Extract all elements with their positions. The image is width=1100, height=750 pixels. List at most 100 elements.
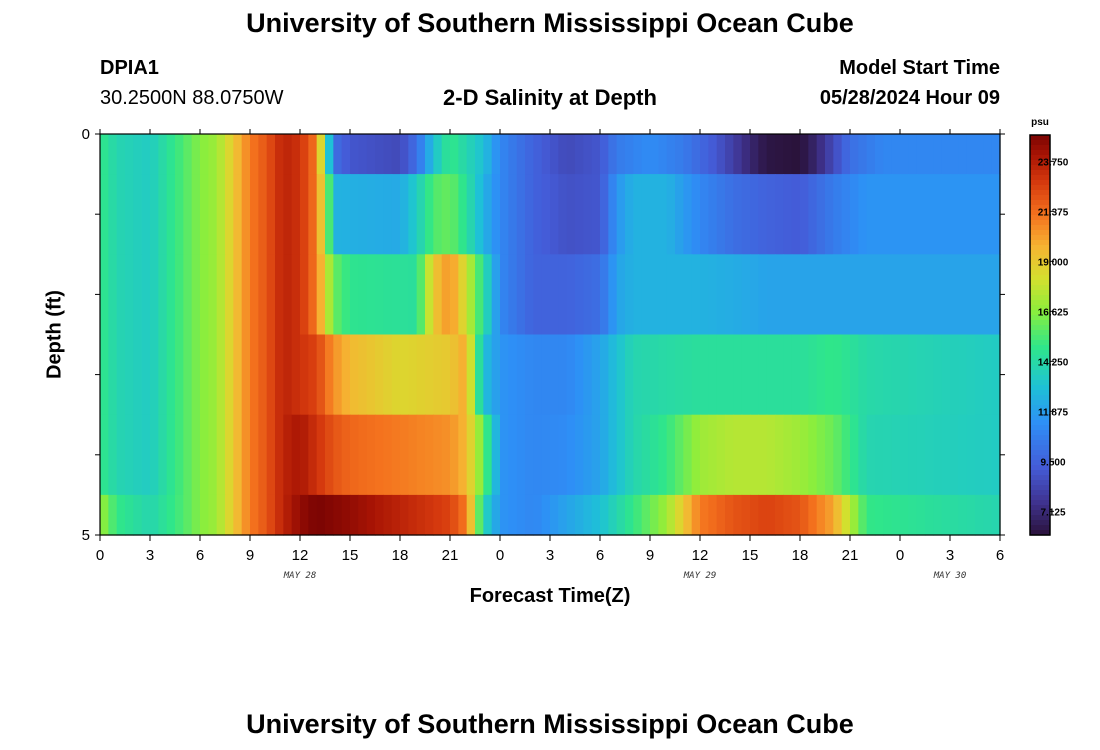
heatmap-cell [408, 414, 418, 496]
heatmap-cell [225, 414, 234, 496]
heatmap-cell [100, 174, 109, 255]
heatmap-cell [366, 334, 376, 416]
heatmap-cell [550, 334, 559, 416]
heatmap-cell [108, 174, 118, 255]
heatmap-cell [375, 414, 384, 496]
heatmap-cell [166, 174, 176, 255]
heatmap-cell [816, 174, 826, 255]
x-tick-label: 12 [292, 547, 309, 564]
heatmap-cell [800, 174, 809, 255]
heatmap-cell [100, 334, 109, 416]
heatmap-cell [500, 494, 509, 536]
heatmap-cell [591, 334, 601, 416]
heatmap-cell [408, 334, 418, 416]
heatmap-cell [950, 334, 959, 416]
heatmap-cell [933, 414, 943, 496]
colorbar: psu 23.750 21.375 19.000 16.625 14.250 11.875 9… [1029, 117, 1069, 536]
heatmap-cell [400, 494, 409, 536]
heatmap-cell [975, 494, 984, 536]
colorbar-cell [1030, 530, 1050, 536]
heatmap-cell [716, 414, 726, 496]
heatmap-cell [766, 134, 776, 175]
colorbar-cell [1030, 335, 1050, 341]
heatmap-cell [508, 134, 518, 175]
heatmap-cell [883, 414, 893, 496]
heatmap-cell [300, 134, 309, 175]
heatmap-cell [675, 254, 684, 336]
heatmap-cell [183, 334, 193, 416]
heatmap-cell [375, 174, 384, 255]
heatmap-cell [566, 134, 576, 175]
heatmap-cell [300, 414, 309, 496]
heatmap-cell [941, 494, 951, 536]
colorbar-cell [1030, 400, 1050, 406]
heatmap-cell [441, 494, 451, 536]
heatmap-cell [975, 174, 984, 255]
heatmap-cell [566, 494, 576, 536]
x-tick-label: 9 [646, 547, 654, 564]
heatmap-cell [241, 334, 251, 416]
heatmap-cell [191, 414, 201, 496]
heatmap-cell [483, 254, 493, 336]
heatmap-cell [558, 174, 568, 255]
heatmap-cell [666, 254, 676, 336]
colorbar-cell [1030, 160, 1050, 166]
heatmap-cell [825, 334, 834, 416]
heatmap-cell [741, 174, 751, 255]
heatmap-cell [441, 334, 451, 416]
heatmap-cell [425, 134, 434, 175]
heatmap-cell [633, 334, 643, 416]
heatmap-cell [116, 494, 126, 536]
heatmap-cell [633, 254, 643, 336]
heatmap-cell [891, 494, 901, 536]
colorbar-cell [1030, 390, 1050, 396]
heatmap-cell [875, 134, 884, 175]
colorbar-cell [1030, 445, 1050, 451]
heatmap-cell [866, 494, 876, 536]
heatmap-cell [483, 174, 493, 255]
heatmap-cell [275, 254, 284, 336]
heatmap-cell [650, 174, 659, 255]
heatmap-cell [400, 334, 409, 416]
heatmap-cell [750, 254, 759, 336]
heatmap-cell [883, 254, 893, 336]
heatmap-cell [700, 334, 709, 416]
heatmap-cell [441, 254, 451, 336]
heatmap-cell [116, 414, 126, 496]
heatmap-cell [941, 414, 951, 496]
heatmap-cell [258, 414, 268, 496]
heatmap-cell [650, 254, 659, 336]
heatmap-cell [858, 494, 868, 536]
heatmap-cell [891, 414, 901, 496]
heatmap-cell [400, 414, 409, 496]
heatmap-cell [125, 334, 134, 416]
heatmap-cell [616, 134, 626, 175]
heatmap-cell [275, 174, 284, 255]
heatmap-cell [966, 254, 976, 336]
heatmap-cell [141, 254, 151, 336]
heatmap-cell [733, 254, 743, 336]
heatmap-cell [633, 134, 643, 175]
heatmap-cell [525, 174, 534, 255]
heatmap-cell [541, 134, 551, 175]
heatmap-cell [250, 254, 259, 336]
heatmap-cell [450, 134, 459, 175]
heatmap-cell [700, 494, 709, 536]
colorbar-cell [1030, 200, 1050, 206]
model-start-value: 05/28/2024 Hour 09 [819, 87, 1000, 109]
heatmap-cell [800, 414, 809, 496]
heatmap-cell [841, 334, 851, 416]
heatmap-cell [916, 254, 926, 336]
colorbar-tick-label: 21.375 [1038, 207, 1069, 218]
heatmap-cell [150, 494, 159, 536]
colorbar-cell [1030, 480, 1050, 486]
heatmap-cell [625, 254, 634, 336]
heatmap-cell [858, 254, 868, 336]
heatmap-cell [583, 414, 593, 496]
heatmap-cell [883, 334, 893, 416]
heatmap-cell [833, 334, 843, 416]
heatmap-cell [166, 134, 176, 175]
x-axis-label: Forecast Time(Z) [469, 585, 631, 607]
heatmap-cell [725, 254, 734, 336]
heatmap-cell [683, 134, 693, 175]
